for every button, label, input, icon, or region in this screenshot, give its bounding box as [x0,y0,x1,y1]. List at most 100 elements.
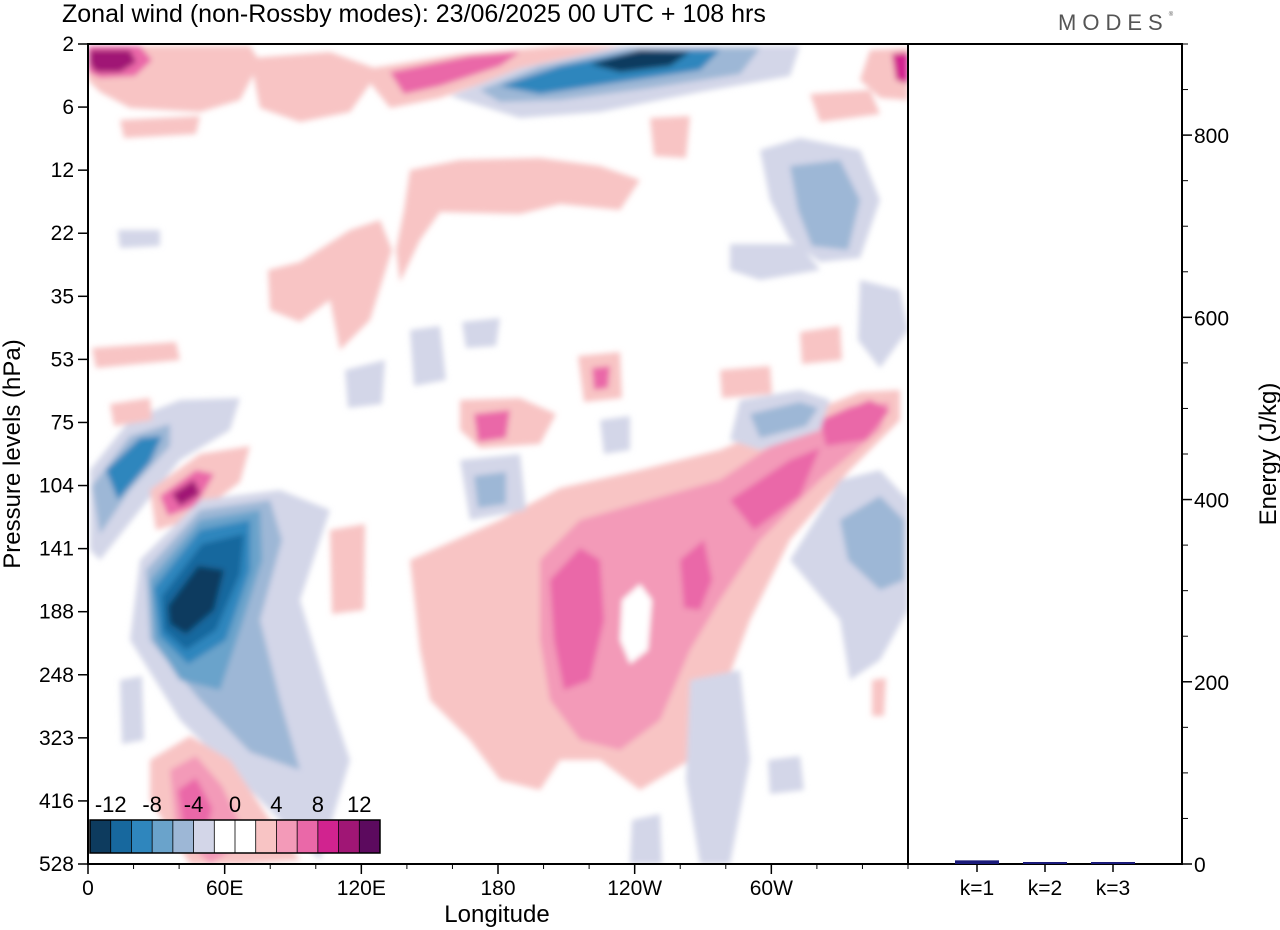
colorbar-swatch [214,820,236,853]
energy-y-tick-label: 400 [1194,490,1229,513]
contour-strat-mid-pink [250,52,380,122]
colorbar-label: -4 [184,792,204,817]
contour-trop-magenta-west [474,410,510,442]
brand-logo: MODES® [1058,10,1173,36]
contour-strat-west-core [90,50,136,72]
colorbar-swatch [255,820,277,853]
energy-y-tick-label: 200 [1194,672,1229,695]
energy-bar [1091,862,1135,864]
heatmap-x-axis: 0 60E 120E 180 120W 60W [82,864,909,900]
contour-pink-patch-h [110,398,152,426]
contour-pink-patch-c [120,116,200,138]
colorbar-swatch [110,820,132,853]
energy-y-axis-title: Energy (J/kg) [1255,383,1280,526]
colorbar-swatch [152,820,174,853]
contour-blue-trop-a-core [474,472,506,508]
heatmap-y-axis: 2 6 12 22 35 53 75 104 141 188 248 323 416 528 [39,33,88,876]
heatmap-y-tick-label: 6 [62,96,74,119]
heatmap-y-tick-label: 104 [39,475,74,498]
heatmap-x-tick-label: 120E [337,877,386,900]
contour-blue-patch-h [120,676,144,744]
energy-x-tick-label: k=1 [960,877,994,900]
energy-x-tick-label: k=3 [1096,877,1130,900]
colorbar-swatch [276,820,298,853]
heatmap-x-tick-label: 180 [480,877,515,900]
contour-blue-trop-b-core [750,402,818,438]
contour-pink-patch-i [330,524,365,614]
contour-blue-patch-a [730,244,820,280]
contour-trop-white-hole [620,584,652,664]
heatmap-x-axis-title: Longitude [444,901,549,928]
contour-pink-patch-e [800,326,842,364]
registered-mark: ® [1168,12,1174,18]
contour-blue-patch-b [858,280,908,368]
contour-jet-core [168,566,224,634]
contour-pink-patch-b [650,116,690,158]
colorbar-label: 12 [347,792,371,817]
heatmap-y-tick-label: 53 [51,348,74,371]
colorbar-swatch [338,820,360,853]
heatmap-y-tick-label: 248 [39,664,74,687]
contour-upper-pink-band [396,158,640,282]
heatmap-x-tick-label: 0 [82,877,94,900]
heatmap-x-tick-label: 60E [206,877,243,900]
energy-bar [955,860,999,864]
contour-trop-magenta-a [550,548,604,690]
colorbar-swatch [90,820,112,853]
energy-bar [1023,862,1067,864]
colorbar-label: 0 [229,792,241,817]
contour-blue-patch-i [686,670,750,864]
heatmap-y-tick-label: 141 [39,538,74,561]
heatmap-x-tick-label: 120W [607,877,662,900]
contour-trop-magenta-d [820,400,890,446]
energy-y-tick-label: 0 [1194,854,1206,877]
contour-strat-jet-core [590,50,690,72]
contour-upper-blue-east-mid [790,160,860,250]
contour-blue-patch-f [118,230,160,248]
contour-pink-patch-f [720,366,772,398]
contour-tilt-band-dark [106,436,162,500]
contour-tilt-band-lavender [90,398,240,560]
contour-blue-patch-e [345,360,385,408]
contour-strat-east-magenta [892,52,908,84]
heatmap-plot [87,43,909,865]
contour-pink-patch-a [810,90,880,122]
heatmap-y-tick-label: 22 [51,222,74,245]
colorbar: -12 -8 -4 0 4 8 12 [89,792,381,854]
colorbar-swatch [172,820,195,853]
contour-tilt-core [172,480,200,506]
contour-pink-patch-d [92,342,180,368]
heatmap-y-tick-label: 416 [39,790,74,813]
colorbar-frame [89,819,381,854]
colorbar-label: -12 [95,792,127,817]
heatmap-y-tick-label: 12 [51,159,74,182]
contour-pink-patch-g-core [592,366,610,390]
heatmap-y-tick-label: 35 [51,285,74,308]
heatmap-y-axis-title: Pressure levels (hPa) [0,339,26,568]
energy-bar-chart: 0 200 400 600 800 k=1 k=2 k=3 Energy (J/kg) [907,43,1280,900]
energy-frame [907,43,1183,865]
brand-text: MODES [1058,10,1169,35]
heatmap-x-tick-label: 60W [750,877,793,900]
heatmap-y-tick-label: 75 [51,411,74,434]
contour-blue-patch-k [768,756,804,794]
energy-x-tick-label: k=2 [1028,877,1062,900]
colorbar-swatch [193,820,215,853]
heatmap-y-tick-label: 2 [62,33,74,56]
chart-title: Zonal wind (non-Rossby modes): 23/06/202… [62,0,766,28]
energy-y-tick-label: 600 [1194,307,1229,330]
heatmap-y-tick-label: 188 [39,601,74,624]
energy-y-axis: 0 200 400 600 800 [1182,43,1229,877]
colorbar-labels: -12 -8 -4 0 4 8 12 [95,792,372,817]
contour-trop-magenta-c [730,448,820,530]
contour-upper-pink-column [268,220,392,350]
contour-trop-magenta-b [680,540,712,610]
energy-x-axis: k=1 k=2 k=3 [960,864,1130,900]
energy-y-tick-label: 800 [1194,125,1229,148]
heatmap-y-tick-label: 528 [39,853,74,876]
colorbar-label: 4 [270,792,282,817]
colorbar-swatch [317,820,340,853]
contour-blue-trop-c-core [840,496,904,590]
energy-bars [955,860,1135,864]
